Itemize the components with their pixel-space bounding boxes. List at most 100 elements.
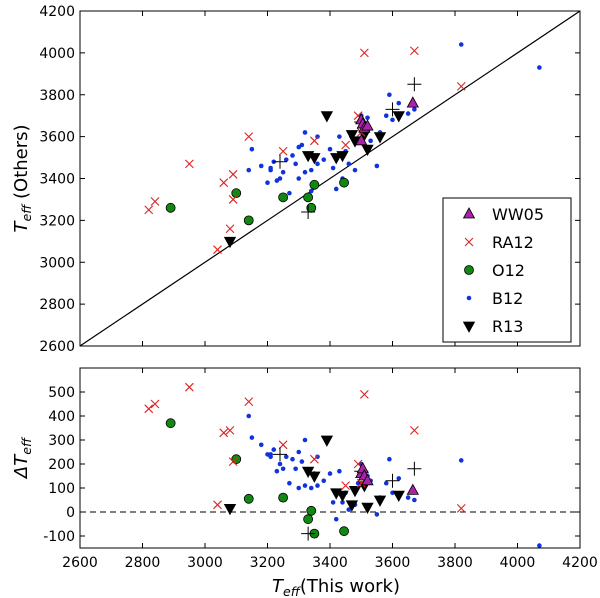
x-tick-label: 2800 xyxy=(125,555,161,571)
point-o12 xyxy=(309,179,320,190)
one-to-one-line xyxy=(80,11,580,346)
point-b12 xyxy=(321,478,327,484)
point-o12 xyxy=(165,202,176,213)
point-b12 xyxy=(265,180,270,185)
point-b12 xyxy=(302,437,308,443)
y-tick-label: 3000 xyxy=(39,255,75,271)
point-b12 xyxy=(287,190,292,196)
point-b12 xyxy=(293,466,298,472)
point-o12 xyxy=(243,215,254,226)
point-r13 xyxy=(223,236,237,249)
point-ra12 xyxy=(213,500,222,510)
point-ww05 xyxy=(406,96,419,108)
point-b12 xyxy=(249,435,255,440)
point-b12 xyxy=(268,452,273,457)
point-b12 xyxy=(302,169,308,175)
point-r13 xyxy=(392,490,405,503)
point-r13 xyxy=(336,490,349,503)
point-b12 xyxy=(405,111,411,116)
point-b12 xyxy=(340,500,345,505)
legend-label: B12 xyxy=(492,289,523,308)
point-other xyxy=(385,473,400,488)
point-ra12 xyxy=(244,397,254,406)
point-b12 xyxy=(337,134,342,139)
point-r13 xyxy=(392,111,405,123)
legend-item-r13: R13 xyxy=(462,317,523,336)
legend-item-ww05: WW05 xyxy=(462,205,544,224)
point-ra12 xyxy=(359,390,369,399)
y-tick-label: 400 xyxy=(48,409,75,425)
point-ww05 xyxy=(361,119,374,131)
point-b12 xyxy=(258,163,264,169)
point-ra12 xyxy=(309,136,319,146)
x-tick-label: 4000 xyxy=(500,555,536,571)
series-o12 xyxy=(165,177,349,226)
point-b12 xyxy=(537,543,542,548)
point-ra12 xyxy=(225,224,235,234)
point-b12 xyxy=(327,471,333,476)
x-tick-label: 3600 xyxy=(375,555,411,571)
point-r13 xyxy=(361,502,374,515)
point-b12 xyxy=(333,186,339,192)
point-ra12 xyxy=(184,382,194,392)
point-b12 xyxy=(290,456,295,462)
x-tick-label: 2600 xyxy=(62,555,98,571)
point-r13 xyxy=(373,132,387,144)
point-b12 xyxy=(337,468,342,474)
point-b12 xyxy=(274,468,280,474)
point-b12 xyxy=(315,483,320,488)
x-tick-label: 4200 xyxy=(562,555,598,571)
point-b12 xyxy=(396,476,402,481)
point-b12 xyxy=(327,146,333,152)
point-b12 xyxy=(346,161,352,167)
point-ra12 xyxy=(341,481,351,490)
point-b12 xyxy=(308,485,314,491)
series-b12 xyxy=(246,42,542,196)
point-r13 xyxy=(223,503,237,516)
point-r13 xyxy=(308,153,321,165)
legend-label: O12 xyxy=(492,261,525,280)
point-b12 xyxy=(352,167,358,173)
point-ra12 xyxy=(213,245,222,255)
point-b12 xyxy=(365,115,370,121)
point-o12 xyxy=(303,514,314,525)
point-r13 xyxy=(320,111,334,123)
point-other xyxy=(385,102,400,117)
legend-marker-b12 xyxy=(466,295,472,301)
legend: WW05 RA12 O12 B12 R13 xyxy=(442,197,572,343)
point-r13 xyxy=(308,471,321,483)
point-other xyxy=(301,205,316,219)
x-axis-label: Teff(This work) xyxy=(272,576,400,598)
point-b12 xyxy=(296,449,302,455)
top-panel: 2600 2800 3000 3200 3400 3600 3800 4000 4200 Teff… xyxy=(11,4,581,355)
point-ra12 xyxy=(184,159,194,169)
series-ww05 xyxy=(355,461,419,495)
point-b12 xyxy=(315,134,320,139)
y-tick-label: 2600 xyxy=(39,339,75,355)
y-tick-label: 200 xyxy=(48,457,75,473)
point-ra12 xyxy=(228,457,238,466)
point-b12 xyxy=(308,167,314,173)
point-o12 xyxy=(339,177,349,188)
point-other xyxy=(273,154,287,169)
point-b12 xyxy=(387,92,392,98)
point-r13 xyxy=(373,495,387,507)
y-tick-label: 4000 xyxy=(39,46,75,62)
point-r13 xyxy=(320,435,334,447)
point-ra12 xyxy=(359,48,369,58)
point-ra12 xyxy=(456,504,466,513)
point-b12 xyxy=(249,146,255,152)
point-b12 xyxy=(293,161,298,167)
point-other xyxy=(301,526,316,541)
point-o12 xyxy=(303,192,314,203)
point-b12 xyxy=(458,42,464,47)
point-b12 xyxy=(246,167,252,173)
point-r13 xyxy=(345,130,359,142)
y-tick-label: 3600 xyxy=(39,130,75,146)
point-b12 xyxy=(271,447,277,452)
point-b12 xyxy=(315,161,320,167)
point-ra12 xyxy=(150,197,160,206)
legend-item-b12: B12 xyxy=(466,289,523,308)
point-b12 xyxy=(302,130,308,135)
